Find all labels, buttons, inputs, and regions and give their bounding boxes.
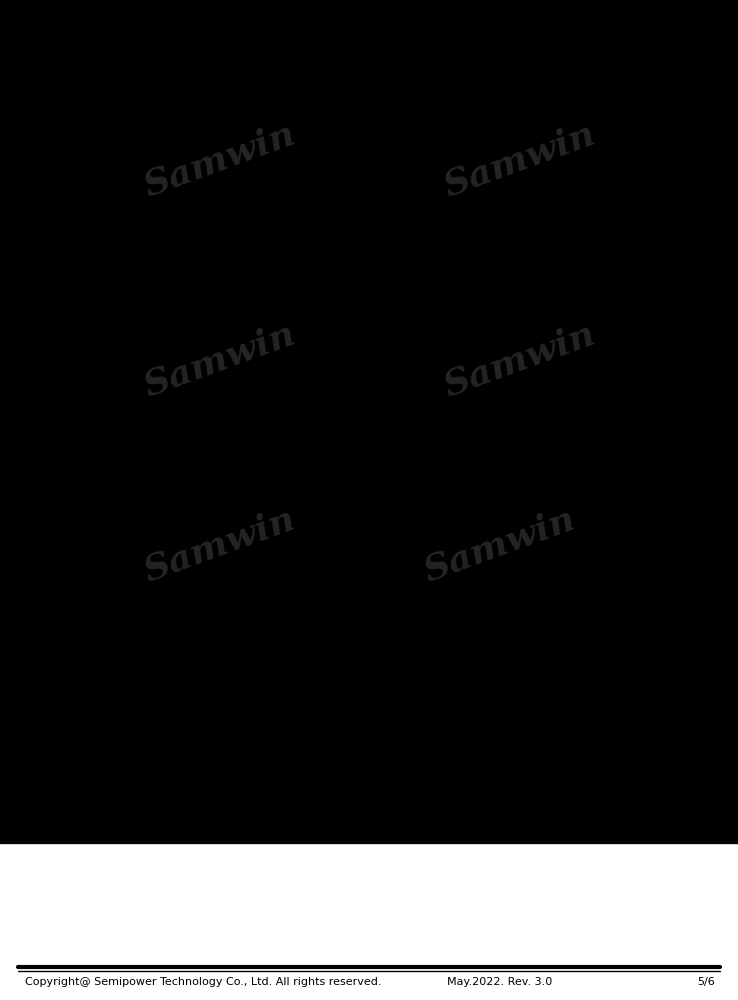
Text: 15V: 15V [224, 462, 246, 472]
Text: $t_r$: $t_r$ [435, 428, 444, 442]
Text: $10V_{IN}$: $10V_{IN}$ [36, 371, 68, 385]
Text: $I_g$: $I_g$ [53, 227, 63, 243]
Text: 10%: 10% [407, 392, 432, 402]
Text: 10%: 10% [590, 392, 615, 402]
Text: $t_p$: $t_p$ [449, 484, 461, 501]
Text: Samwin: Samwin [440, 317, 601, 403]
Text: Fig. 14. Unclamped Inductive switching test circuit & waveform: Fig. 14. Unclamped Inductive switching t… [25, 456, 501, 468]
Text: $V_{DS}$: $V_{DS}$ [168, 338, 188, 352]
Text: $t_f$: $t_f$ [587, 428, 596, 442]
Text: $Q_G$: $Q_G$ [517, 69, 535, 84]
Text: 5/6: 5/6 [697, 977, 715, 987]
Text: Samwin: Samwin [139, 317, 300, 403]
Text: ®: ® [133, 17, 148, 32]
Text: D.U.T: D.U.T [135, 587, 162, 597]
Text: $Q_{GD}$: $Q_{GD}$ [477, 175, 500, 189]
Text: $t_{d(off)}$: $t_{d(off)}$ [548, 428, 572, 443]
Text: Same type: Same type [137, 90, 193, 100]
Text: $V_{GS}$: $V_{GS}$ [100, 215, 120, 229]
Text: $t_p$: $t_p$ [97, 599, 108, 615]
Text: $t_{d(on)}$: $t_{d(on)}$ [396, 428, 418, 443]
Text: $V_{DS}$: $V_{DS}$ [383, 268, 406, 283]
Text: 90%: 90% [433, 292, 458, 302]
Text: $t_{ON}$: $t_{ON}$ [455, 441, 473, 455]
Text: $E_{AS} = \dfrac{1}{2}\ L I_{AS}^2$: $E_{AS} = \dfrac{1}{2}\ L I_{AS}^2$ [496, 473, 584, 506]
Text: Samwin: Samwin [139, 117, 300, 203]
Text: Fig. 12. Gate charge test circuit & waveform: Fig. 12. Gate charge test circuit & wave… [25, 60, 358, 73]
Text: $t_{OFF}$: $t_{OFF}$ [610, 453, 631, 467]
Text: $I_{AS}$ —: $I_{AS}$ — [382, 590, 412, 604]
Text: DRIVER: DRIVER [287, 537, 326, 547]
Text: $I_{AS}$: $I_{AS}$ [148, 595, 162, 609]
Text: $R_G$: $R_G$ [92, 555, 107, 569]
Text: Charge(nC): Charge(nC) [636, 246, 700, 256]
Text: $R_{GS}$: $R_{GS}$ [110, 325, 131, 339]
Text: $V_{DD}$: $V_{DD}$ [313, 598, 334, 612]
Text: Samwin: Samwin [419, 502, 581, 588]
Text: $□$20V: $□$20V [50, 585, 82, 598]
Text: Fig. 13. Switching time test circuit & waveform: Fig. 13. Switching time test circuit & w… [25, 258, 379, 271]
Text: 10V: 10V [354, 147, 375, 157]
Text: $R_L$: $R_L$ [194, 275, 208, 289]
Text: $V_{DS}$: $V_{DS}$ [128, 520, 148, 534]
Text: $Q_{GS}$: $Q_{GS}$ [405, 175, 427, 189]
Text: $V_{IN}$: $V_{IN}$ [364, 374, 383, 390]
Text: as DUT: as DUT [137, 98, 174, 108]
Text: $V_{DD}$: $V_{DD}$ [298, 378, 320, 392]
Text: DUT: DUT [252, 195, 275, 205]
Text: Samwin: Samwin [139, 502, 300, 588]
Text: May.2022. Rev. 3.0: May.2022. Rev. 3.0 [447, 977, 553, 987]
Text: SW086R68E7T: SW086R68E7T [534, 22, 715, 42]
Text: $V_{DS}$: $V_{DS}$ [702, 482, 725, 497]
Text: Samwin: Samwin [440, 117, 601, 203]
Text: Copyright@ Semipower Technology Co., Ltd. All rights reserved.: Copyright@ Semipower Technology Co., Ltd… [25, 977, 382, 987]
Text: $V_{GS}$: $V_{GS}$ [380, 61, 403, 76]
Text: $V_{DS}$: $V_{DS}$ [300, 143, 320, 157]
Text: DUT: DUT [240, 365, 263, 375]
Text: Samwin: Samwin [22, 15, 169, 48]
Text: $L$: $L$ [156, 526, 165, 538]
